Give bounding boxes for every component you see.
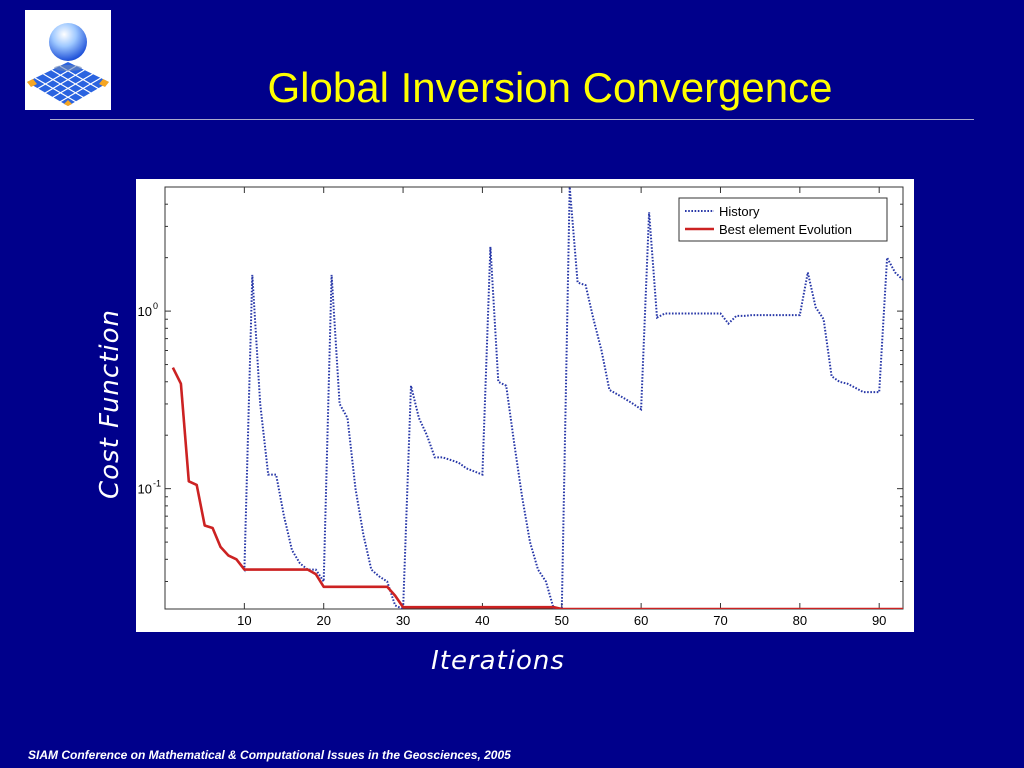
- logo-graphic: [27, 23, 109, 106]
- x-tick-label: 10: [237, 613, 251, 628]
- logo-sphere: [49, 23, 87, 61]
- footer-text: SIAM Conference on Mathematical & Comput…: [28, 748, 511, 762]
- conference-logo: [25, 10, 111, 110]
- history-series-line: [172, 187, 903, 609]
- x-tick-label: 70: [713, 613, 727, 628]
- legend-label: Best element Evolution: [719, 222, 852, 237]
- x-tick-label: 60: [634, 613, 648, 628]
- legend-box: [678, 197, 888, 242]
- plot-panel: 10 -1 10 0 10 20 30 40 50 60 70 80 90 History Best ele…: [136, 179, 914, 632]
- best-element-series-line: [171, 367, 903, 609]
- x-tick-label: 80: [793, 613, 807, 628]
- x-tick-label: 30: [396, 613, 410, 628]
- y-tick-exponent: -1: [153, 479, 161, 489]
- x-tick-label: 50: [555, 613, 569, 628]
- title-divider: [50, 119, 974, 120]
- legend-label: History: [719, 204, 760, 219]
- y-axis-label: Cost Function: [95, 308, 125, 500]
- x-axis-label: Iterations: [431, 646, 565, 676]
- axes-box: [164, 186, 904, 610]
- x-tick-label: 40: [475, 613, 489, 628]
- y-tick-label: 10: [138, 482, 152, 497]
- slide-title: Global Inversion Convergence: [267, 64, 833, 111]
- x-tick-label: 90: [872, 613, 886, 628]
- y-tick-label: 10: [138, 304, 152, 319]
- x-tick-label: 20: [316, 613, 330, 628]
- y-tick-exponent: 0: [153, 301, 158, 311]
